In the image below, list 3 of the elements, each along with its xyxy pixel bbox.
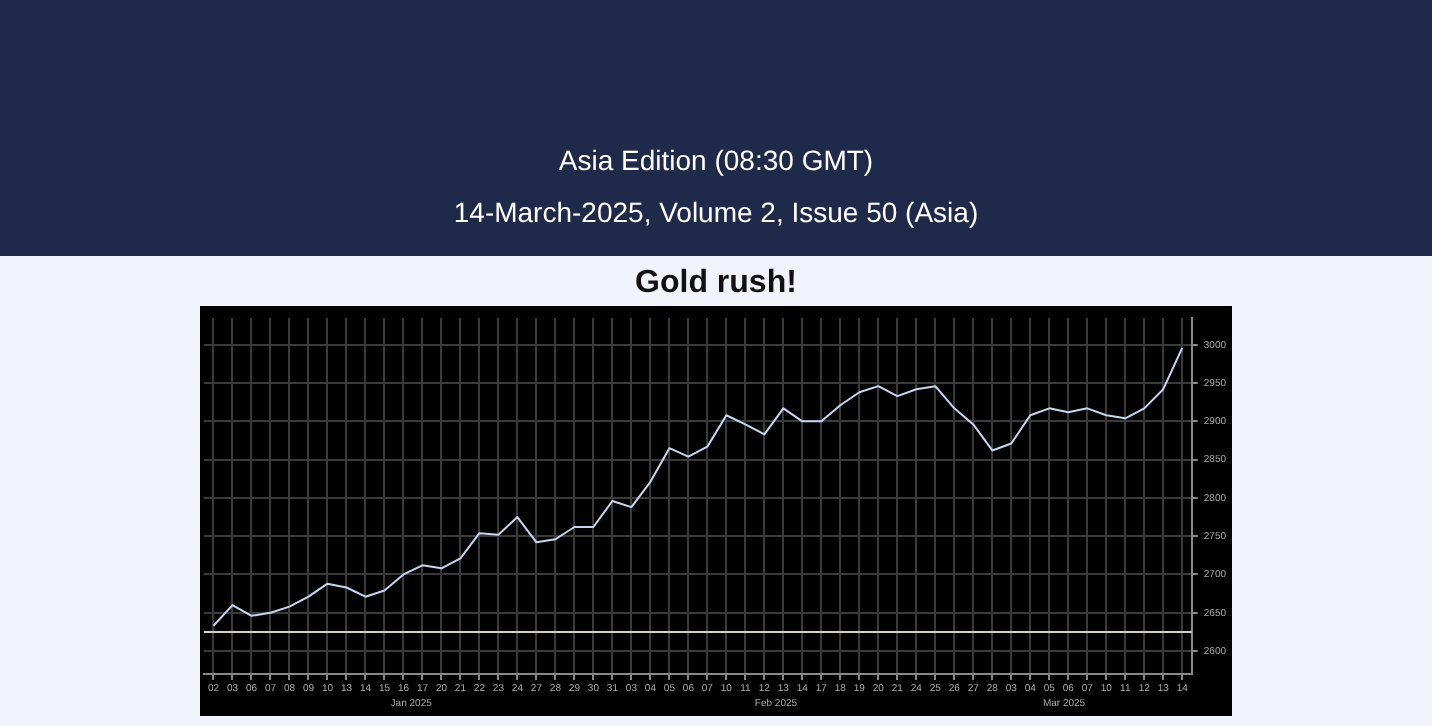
text: 14-March-2025, Volume 2, Issue 50 (Asia) <box>451 196 981 228</box>
chart-subtitle: Asia Edition (08:30 GMT) <box>556 144 876 176</box>
chart-title: Gold rush! <box>633 266 799 302</box>
